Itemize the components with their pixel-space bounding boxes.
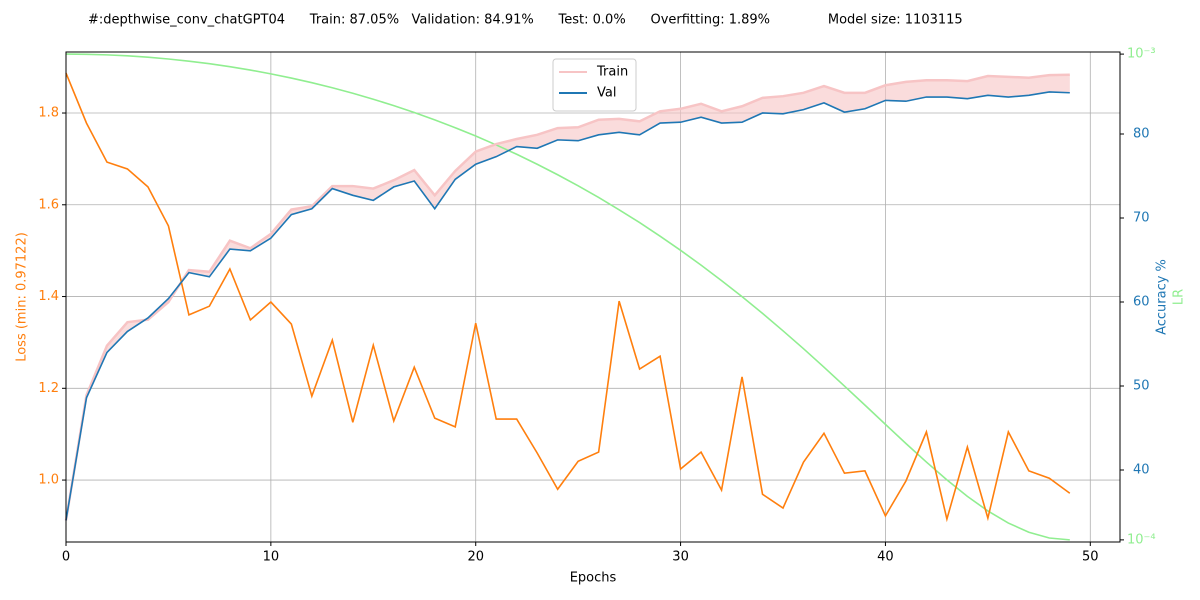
chart-title: #:depthwise_conv_chatGPT04 Train: 87.05%… [88,13,963,28]
y3-axis-label: LR [1172,289,1187,305]
x-tick-label: 30 [672,550,689,565]
y-tick-label: 1.2 [38,381,59,396]
series-line [65,53,1070,541]
y3-tick-label: 10⁻⁴ [1127,532,1156,547]
y-tick-label: 1.4 [38,289,59,304]
y3-tick-label: 10⁻³ [1127,47,1156,62]
y2-tick-label: 40 [1133,463,1150,478]
y-tick-label: 1.6 [38,197,59,212]
y2-axis-label: Accuracy % [1155,259,1170,335]
legend-label: Val [597,86,616,101]
series-line [65,91,1070,521]
y-tick-label: 1.0 [38,473,59,488]
y2-tick-label: 60 [1133,294,1150,309]
y2-tick-label: 50 [1133,379,1150,394]
x-tick-label: 10 [263,550,280,565]
x-tick-label: 40 [877,550,894,565]
y2-tick-label: 70 [1133,210,1150,225]
legend-label: Train [596,65,628,80]
y-axis-label: Loss (min: 0.97122) [15,232,30,362]
y-tick-label: 1.8 [38,106,59,121]
y2-tick-label: 80 [1133,126,1150,141]
x-axis-label: Epochs [570,571,617,586]
plot-frame [65,51,1121,543]
x-tick-label: 50 [1082,550,1099,565]
series-line [65,72,1071,523]
series-line [64,73,1070,521]
train-val-gap [66,74,1070,521]
x-tick-label: 20 [467,550,484,565]
x-tick-label: 0 [62,550,70,565]
